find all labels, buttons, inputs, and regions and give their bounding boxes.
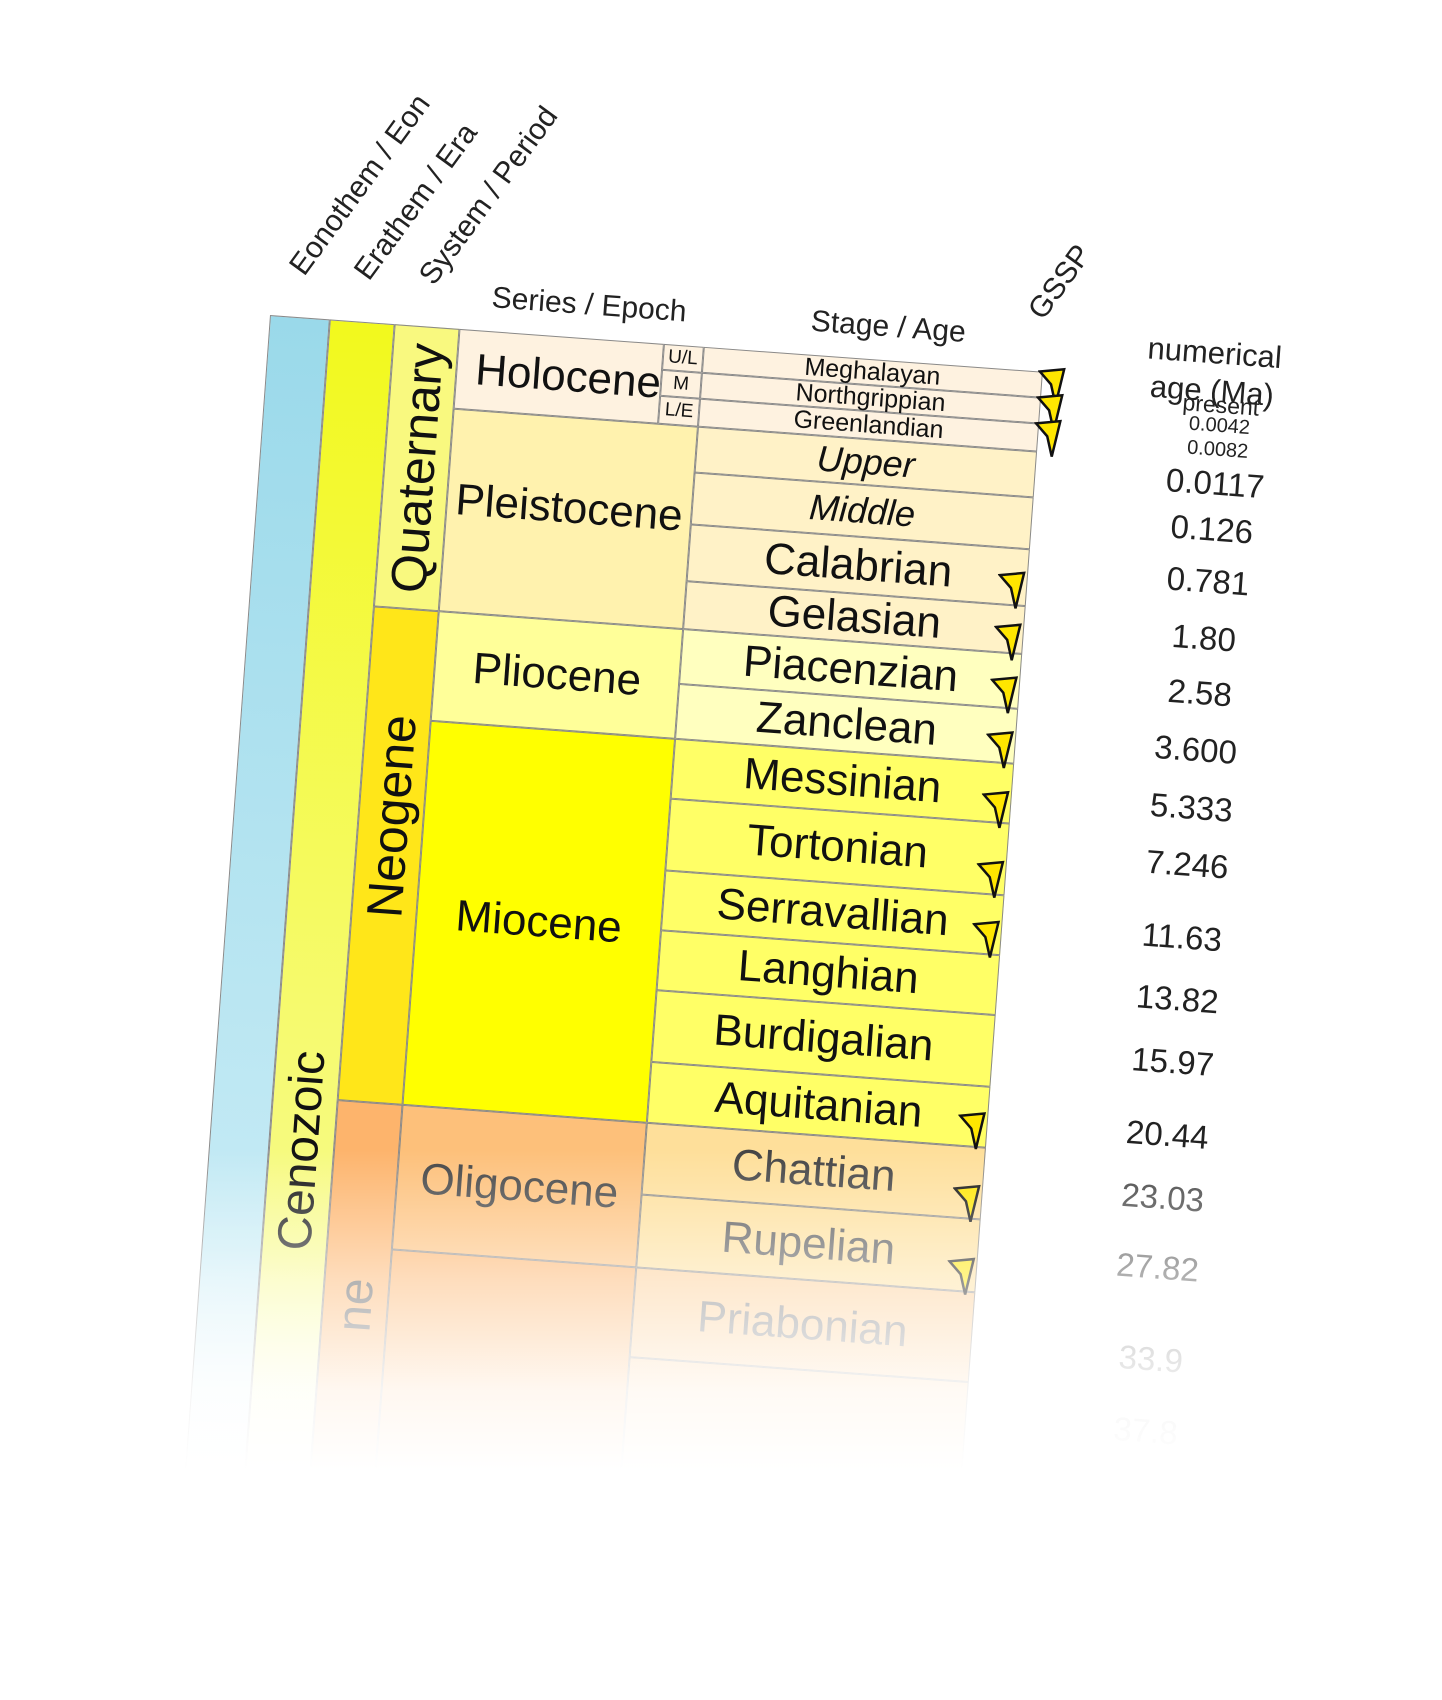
period-label-neogene: Neogene — [355, 713, 427, 920]
header-stage: Stage / Age — [809, 304, 967, 349]
epoch-label-pleistocene: Pleistocene — [453, 475, 685, 542]
age-value: 0.781 — [1165, 559, 1251, 603]
gssp-spike-icon — [946, 1257, 976, 1295]
stage-cell-bartonian — [612, 1357, 969, 1619]
gssp-spike-icon — [952, 1184, 981, 1223]
age-value: 3.600 — [1153, 727, 1239, 771]
age-value: 5.333 — [1148, 785, 1234, 829]
period-label-paleogene: ne — [326, 1276, 384, 1334]
stage-label-rupelian: Rupelian — [720, 1212, 897, 1274]
epoch-label-miocene: Miocene — [454, 890, 624, 952]
gssp-spike-icon — [989, 676, 1019, 714]
gssp-spike-icon — [997, 571, 1026, 609]
holocene-sub-lower: L/E — [658, 395, 701, 427]
holocene-sub-middle: M — [660, 369, 702, 399]
epoch-cell-oligocene: Oligocene — [391, 1104, 647, 1268]
epoch-cell-holocene: Holocene — [453, 328, 664, 424]
holocene-sub-label: U/L — [667, 346, 699, 370]
gssp-spike-icon — [981, 790, 1010, 829]
epoch-label-oligocene: Oligocene — [418, 1153, 620, 1218]
era-label-cenozoic: Cenozoic — [267, 1048, 336, 1253]
gssp-spike-icon — [957, 1112, 987, 1150]
header-epoch: Series / Epoch — [490, 281, 688, 329]
age-value: 7.246 — [1144, 842, 1230, 886]
gssp-spike-icon — [1033, 419, 1062, 457]
gssp-spike-icon — [993, 623, 1022, 661]
age-value: 20.44 — [1124, 1112, 1210, 1156]
age-value: 11.63 — [1140, 915, 1224, 959]
stage-label-priabonian: Priabonian — [695, 1292, 910, 1357]
epoch-label-pliocene: Pliocene — [470, 643, 643, 706]
gssp-spike-icon — [971, 920, 1001, 958]
epoch-cell-miocene: Miocene — [402, 720, 676, 1123]
stage-label-burdigalian: Burdigalian — [711, 1005, 936, 1071]
age-value: 15.97 — [1130, 1040, 1216, 1084]
epoch-cell-pleistocene: Pleistocene — [438, 408, 698, 630]
gssp-spike-icon — [976, 860, 1005, 898]
time-scale-chart: Eonothem / Eon Erathem / Era System / Pe… — [178, 88, 1367, 1642]
holocene-sub-upper: U/L — [662, 343, 704, 373]
stage-label-tortonian: Tortonian — [745, 815, 930, 878]
stage-label-chattian: Chattian — [730, 1140, 898, 1202]
age-value: 33.9 — [1117, 1338, 1185, 1380]
age-value: 37.8 — [1112, 1409, 1180, 1452]
age-value: 27.82 — [1115, 1245, 1201, 1289]
age-value: 23.03 — [1120, 1175, 1206, 1219]
epoch-label-holocene: Holocene — [473, 345, 663, 408]
epoch-cell-pliocene: Pliocene — [430, 611, 684, 739]
gssp-spike-icon — [985, 731, 1015, 769]
age-value: 13.82 — [1134, 977, 1220, 1021]
epoch-cell-eocene — [367, 1249, 637, 1594]
header-gssp: GSSP — [1021, 238, 1098, 326]
holocene-sub-label: M — [672, 372, 690, 395]
age-value: 1.80 — [1170, 616, 1238, 659]
age-value: 2.58 — [1166, 671, 1234, 714]
age-value: 0.126 — [1169, 507, 1255, 551]
holocene-sub-label: L/E — [664, 399, 695, 423]
age-value: 0.0117 — [1164, 461, 1266, 506]
